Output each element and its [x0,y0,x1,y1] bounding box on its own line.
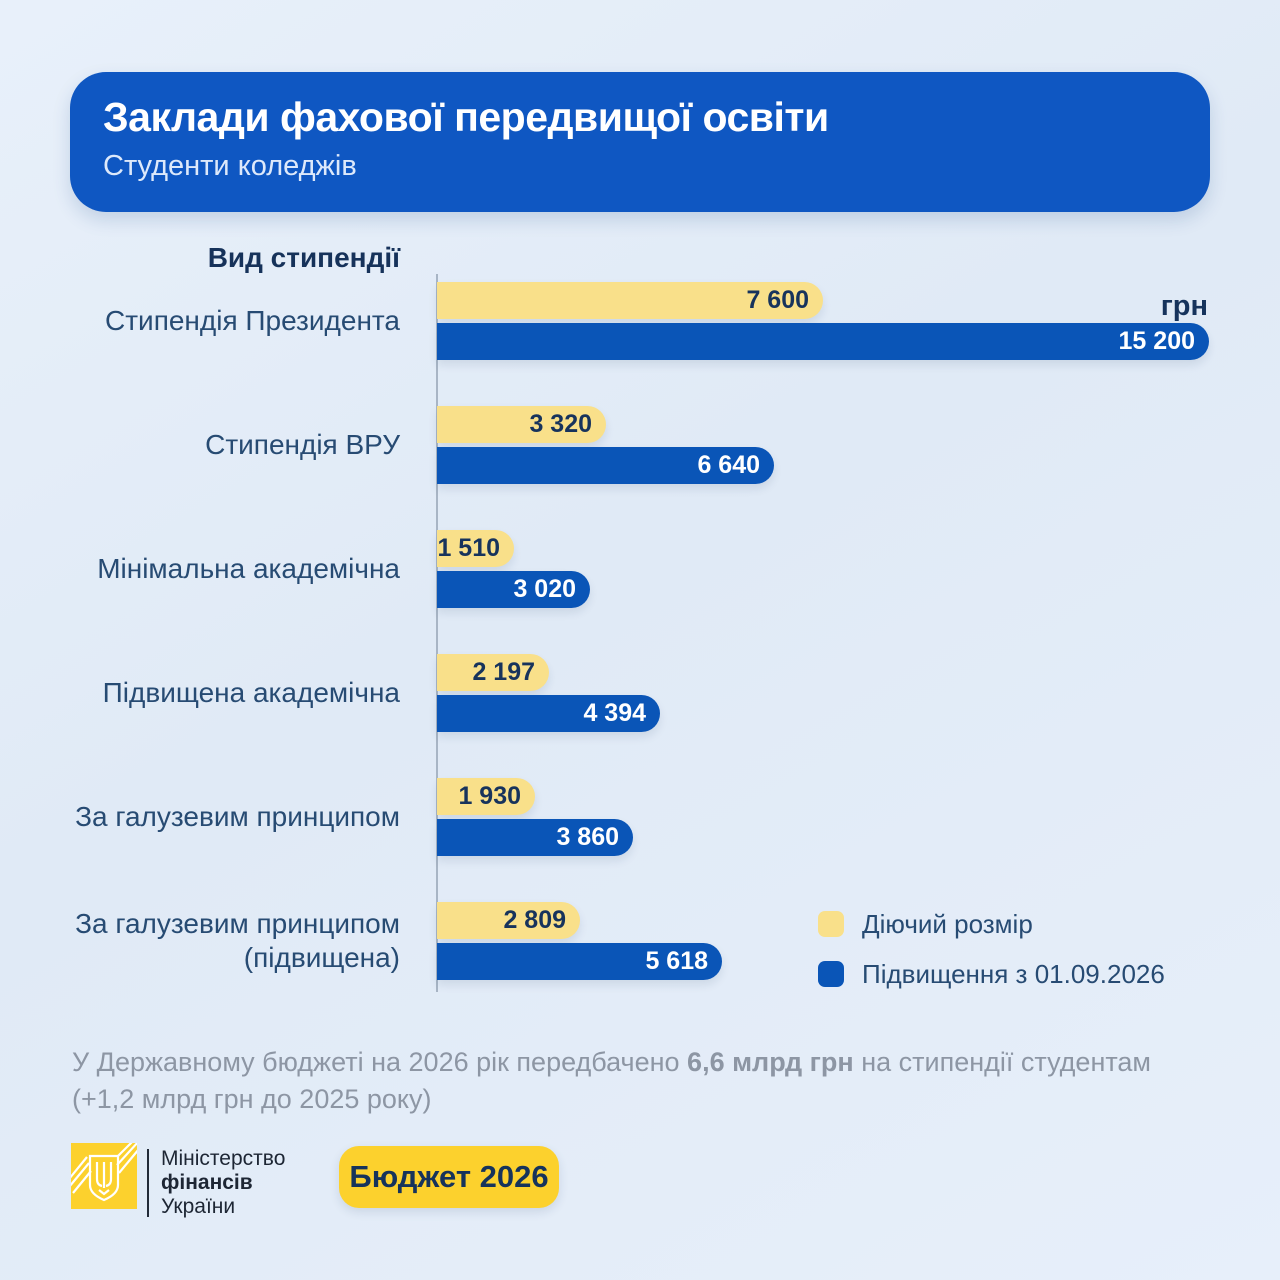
bar-current: 1 930 [437,778,535,815]
category-label: За галузевим принципом [75,801,400,832]
footnote-bold-amount: 6,6 млрд грн [687,1047,854,1077]
chart-row-vru: Стипендія ВРУ 3 320 6 640 [68,406,1218,484]
bar-value: 5 618 [645,947,708,975]
category-label: Підвищена академічна [102,677,400,708]
footnote-line2: (+1,2 млрд грн до 2025 року) [72,1084,432,1114]
ministry-line1: Міністерство [161,1147,286,1170]
chart-row-sectoral-raised: За галузевим принципом (підвищена) 2 809… [68,902,1218,980]
trident-logo-icon [68,1138,140,1209]
bar-value: 6 640 [697,451,760,479]
header-banner: Заклади фахової передвищої освіти Студен… [70,72,1210,212]
bar-current: 3 320 [437,406,606,443]
legend-item-current: Діючий розмір [818,908,1165,939]
bar-increase: 5 618 [437,943,722,980]
bar-value: 2 809 [503,906,566,934]
category-label: Мінімальна академічна [97,553,400,584]
legend-label: Підвищення з 01.09.2026 [862,958,1165,989]
chart-row-raised-academic: Підвищена академічна 2 197 4 394 [68,654,1218,732]
bar-increase: 3 860 [437,819,633,856]
category-label: За галузевим принципом (підвищена) [75,908,400,973]
footnote-text: на стипендії студентам [853,1047,1151,1077]
legend-label: Діючий розмір [862,908,1033,939]
page-subtitle: Студенти коледжів [103,150,357,182]
bar-increase: 3 020 [437,571,590,608]
chart-row-min-academic: Мінімальна академічна 1 510 3 020 [68,530,1218,608]
footnote: У Державному бюджеті на 2026 рік передба… [72,1044,1202,1118]
bar-increase: 15 200 [437,323,1209,360]
legend: Діючий розмір Підвищення з 01.09.2026 [818,908,1165,989]
bar-current: 7 600 [437,282,823,319]
budget-2026-button[interactable]: Бюджет 2026 [339,1146,559,1208]
chart-row-sectoral: За галузевим принципом 1 930 3 860 [68,778,1218,856]
category-label: Стипендія Президента [105,305,400,336]
bar-value: 7 600 [746,286,809,314]
bar-value: 3 320 [529,410,592,438]
bar-increase: 6 640 [437,447,774,484]
ministry-logo [68,1138,140,1209]
bar-increase: 4 394 [437,695,660,732]
bar-value: 3 860 [556,823,619,851]
chart-axis-title: Вид стипендії [207,242,400,273]
unit-label: грн [1160,290,1208,322]
category-label: Стипендія ВРУ [205,429,400,460]
ministry-line2: фінансів [161,1171,253,1194]
bar-value: 3 020 [513,575,576,603]
footnote-text: У Державному бюджеті на 2026 рік передба… [72,1047,688,1077]
y-axis-line [436,274,438,992]
brand-divider [147,1149,149,1217]
ministry-name: Міністерство фінансів України [161,1147,285,1219]
bar-value: 1 510 [437,534,500,562]
bar-current: 1 510 [437,530,514,567]
bar-current: 2 197 [437,654,549,691]
bar-value: 1 930 [458,782,521,810]
legend-swatch-yellow [818,911,844,937]
page-title: Заклади фахової передвищої освіти [103,94,829,140]
bar-value: 2 197 [472,658,535,686]
bar-value: 15 200 [1118,327,1195,355]
bar-chart: Стипендія Президента 7 600 15 200 Стипен… [68,282,1218,1026]
legend-swatch-blue [818,961,844,987]
chart-row-president: Стипендія Президента 7 600 15 200 [68,282,1218,360]
bar-current: 2 809 [437,902,580,939]
legend-item-increase: Підвищення з 01.09.2026 [818,958,1165,989]
bar-value: 4 394 [583,699,646,727]
ministry-line3: України [161,1195,236,1218]
